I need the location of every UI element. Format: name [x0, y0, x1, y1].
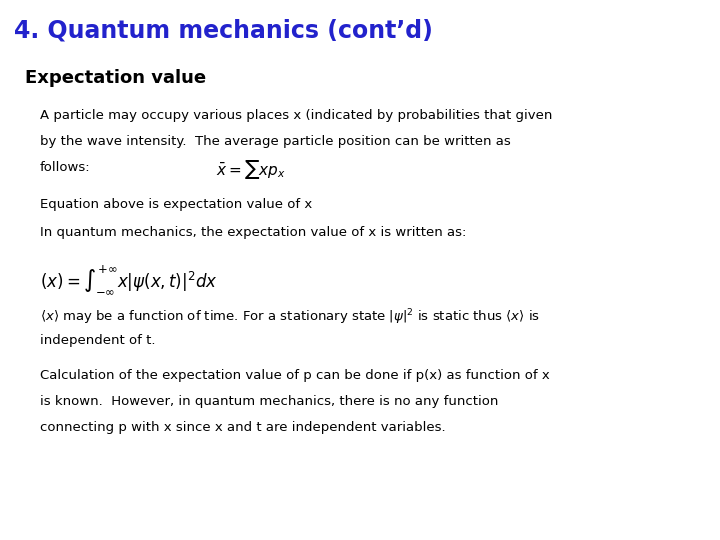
- Text: follows:: follows:: [40, 161, 90, 174]
- Text: In quantum mechanics, the expectation value of x is written as:: In quantum mechanics, the expectation va…: [40, 226, 466, 239]
- Text: 4. Quantum mechanics (cont’d): 4. Quantum mechanics (cont’d): [14, 19, 433, 43]
- Text: A particle may occupy various places x (indicated by probabilities that given: A particle may occupy various places x (…: [40, 109, 552, 122]
- Text: $(x) = \int_{-\infty}^{+\infty} x|\psi(x,t)|^2 dx$: $(x) = \int_{-\infty}^{+\infty} x|\psi(x…: [40, 264, 217, 296]
- Text: independent of t.: independent of t.: [40, 334, 155, 347]
- Text: connecting p with x since x and t are independent variables.: connecting p with x since x and t are in…: [40, 421, 445, 434]
- Text: $\langle x\rangle$ may be a function of time. For a stationary state $|\psi|^2$ : $\langle x\rangle$ may be a function of …: [40, 308, 540, 327]
- Text: by the wave intensity.  The average particle position can be written as: by the wave intensity. The average parti…: [40, 135, 510, 148]
- Text: $\bar{x} = \sum xp_x$: $\bar{x} = \sum xp_x$: [216, 158, 286, 181]
- Text: is known.  However, in quantum mechanics, there is no any function: is known. However, in quantum mechanics,…: [40, 395, 498, 408]
- Text: Calculation of the expectation value of p can be done if p(x) as function of x: Calculation of the expectation value of …: [40, 369, 549, 382]
- Text: Expectation value: Expectation value: [25, 69, 207, 86]
- Text: Equation above is expectation value of x: Equation above is expectation value of x: [40, 198, 312, 211]
